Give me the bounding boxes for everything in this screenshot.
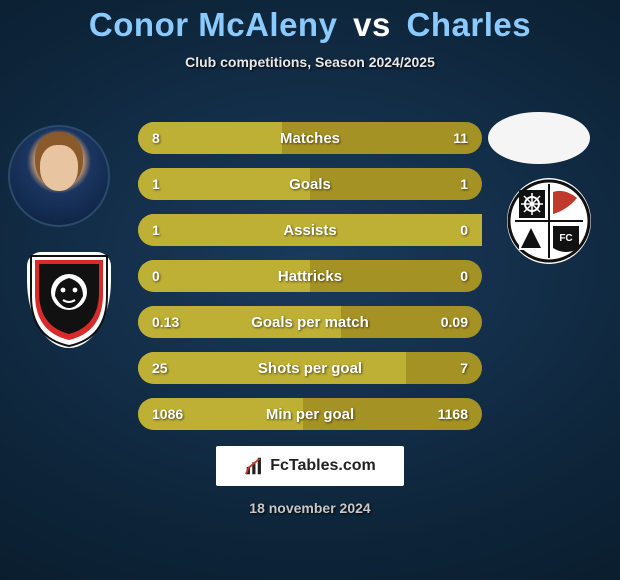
stat-value-right: 11: [453, 130, 468, 146]
player1-avatar: [8, 125, 110, 227]
stat-label: Assists: [283, 222, 336, 239]
stat-value-left: 1: [152, 222, 160, 238]
stat-value-left: 0.13: [152, 314, 179, 330]
stat-value-right: 0.09: [441, 314, 468, 330]
svg-text:FC: FC: [559, 233, 572, 244]
page-title: Conor McAleny vs Charles: [0, 0, 620, 44]
title-player2: Charles: [407, 6, 532, 43]
stat-value-left: 25: [152, 360, 168, 376]
player1-club-crest: [27, 252, 111, 348]
stat-value-left: 0: [152, 268, 160, 284]
stat-value-right: 1168: [438, 406, 468, 422]
stat-value-left: 1086: [152, 406, 183, 422]
stat-label: Goals: [289, 176, 331, 193]
stat-label: Matches: [280, 130, 340, 147]
content-root: Conor McAleny vs Charles Club competitio…: [0, 0, 620, 580]
fctables-logo: FcTables.com: [216, 446, 404, 486]
logo-text: FcTables.com: [270, 457, 376, 475]
stat-value-left: 8: [152, 130, 160, 146]
player2-avatar: [488, 112, 590, 164]
crest-icon: FC: [507, 178, 591, 264]
bar-chart-icon: [244, 455, 266, 477]
stat-row: 1 Assists 0: [138, 214, 482, 246]
stat-label: Goals per match: [251, 314, 369, 331]
stat-row: 1 Goals 1: [138, 168, 482, 200]
title-vs: vs: [353, 6, 391, 43]
stat-label: Hattricks: [278, 268, 342, 285]
stat-value-left: 1: [152, 176, 160, 192]
subtitle: Club competitions, Season 2024/2025: [0, 54, 620, 70]
shield-icon: [27, 252, 111, 348]
stat-label: Min per goal: [266, 406, 354, 423]
stat-value-right: 0: [460, 268, 468, 284]
stats-container: 8Matches111Goals11Assists00Hattricks00.1…: [138, 122, 482, 444]
stat-row: 0.13 Goals per match 0.09: [138, 306, 482, 338]
stat-value-right: 1: [460, 176, 468, 192]
footer-date: 18 november 2024: [0, 500, 620, 516]
title-player1: Conor McAleny: [89, 6, 338, 43]
player2-club-crest: FC: [507, 178, 591, 264]
stat-row: 8 Matches 11: [138, 122, 482, 154]
stat-value-right: 7: [460, 360, 468, 376]
stat-label: Shots per goal: [258, 360, 362, 377]
stat-value-right: 0: [460, 222, 468, 238]
stat-row: 1086 Min per goal 1168: [138, 398, 482, 430]
stat-row: 0 Hattricks 0: [138, 260, 482, 292]
stat-row: 25 Shots per goal 7: [138, 352, 482, 384]
